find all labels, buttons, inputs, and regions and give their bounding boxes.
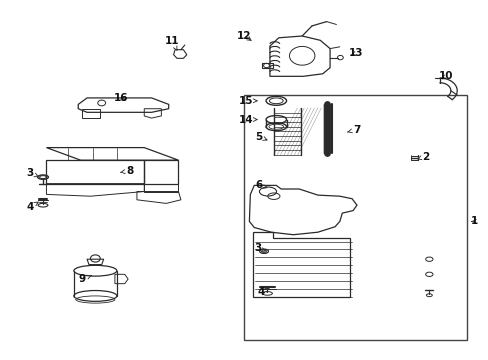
Text: 5: 5 bbox=[255, 132, 266, 142]
Text: 9: 9 bbox=[79, 274, 91, 284]
Text: 11: 11 bbox=[164, 36, 179, 50]
Text: 2: 2 bbox=[417, 152, 428, 162]
Text: 3: 3 bbox=[27, 168, 38, 178]
Text: 15: 15 bbox=[238, 96, 257, 106]
Text: 4: 4 bbox=[26, 202, 38, 212]
Text: 16: 16 bbox=[114, 93, 128, 103]
Text: 7: 7 bbox=[347, 125, 360, 135]
Text: 1: 1 bbox=[470, 216, 477, 226]
Text: 10: 10 bbox=[438, 71, 452, 81]
Text: 14: 14 bbox=[238, 114, 257, 125]
Text: 4: 4 bbox=[257, 287, 268, 297]
Text: 6: 6 bbox=[255, 180, 266, 190]
Text: 8: 8 bbox=[120, 166, 133, 176]
Bar bbox=[243, 95, 466, 340]
Text: 13: 13 bbox=[348, 48, 363, 58]
Text: 12: 12 bbox=[237, 31, 251, 41]
Text: 3: 3 bbox=[254, 243, 265, 253]
